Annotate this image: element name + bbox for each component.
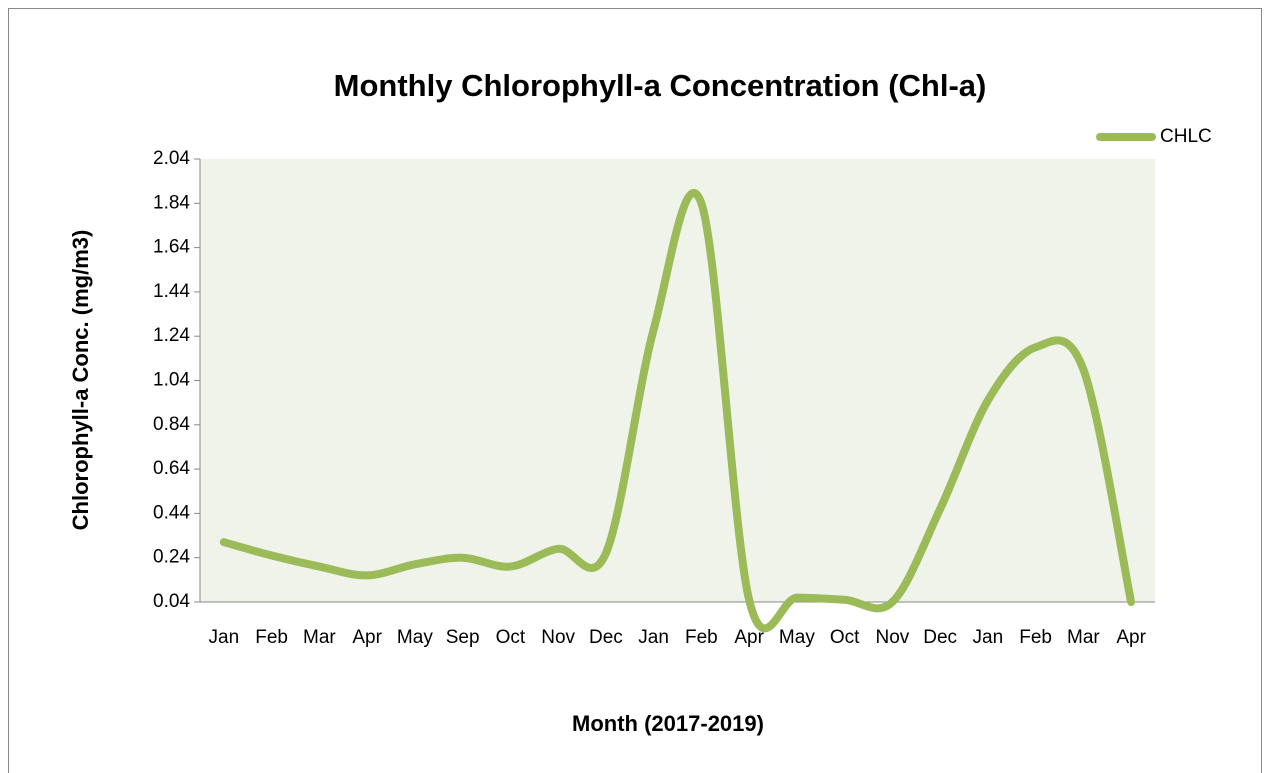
x-tick-label: Apr: [734, 627, 764, 648]
x-tick-label: May: [397, 627, 433, 648]
x-tick-label: Jan: [638, 627, 669, 648]
chart-frame: [8, 8, 1262, 773]
x-tick-label: Dec: [923, 627, 957, 648]
x-tick-label: Mar: [303, 627, 336, 648]
y-tick-label: 0.44: [153, 502, 190, 523]
x-tick-label: Apr: [1116, 627, 1146, 648]
y-tick-label: 0.64: [153, 458, 190, 479]
legend-label: CHLC: [1160, 126, 1212, 147]
data-line: [219, 189, 1136, 633]
x-tick-label: Dec: [589, 627, 623, 648]
y-tick-label: 1.04: [153, 370, 190, 391]
y-axis-title: Chlorophyll-a Conc. (mg/m3): [68, 230, 93, 531]
x-tick-label: Feb: [685, 627, 718, 648]
y-tick-label: 1.44: [153, 281, 190, 302]
x-tick-label: Nov: [541, 627, 575, 648]
x-tick-label: Mar: [1067, 627, 1100, 648]
y-tick-label: 0.84: [153, 414, 190, 435]
x-tick-label: Sep: [446, 627, 480, 648]
x-tick-label: Apr: [352, 627, 382, 648]
x-tick-label: Feb: [1019, 627, 1052, 648]
x-tick-label: Jan: [209, 627, 240, 648]
x-tick-label: May: [779, 627, 815, 648]
y-tick-label: 2.04: [153, 148, 190, 169]
x-tick-label: Oct: [830, 627, 860, 648]
chart-title: Monthly Chlorophyll-a Concentration (Chl…: [334, 68, 987, 103]
x-tick-label: Nov: [875, 627, 909, 648]
y-tick-label: 0.24: [153, 547, 190, 568]
y-tick-label: 1.64: [153, 237, 190, 258]
x-axis-title: Month (2017-2019): [572, 711, 764, 736]
y-tick-label: 1.84: [153, 192, 190, 213]
y-tick-label: 1.24: [153, 325, 190, 346]
y-tick-label: 0.04: [153, 591, 190, 612]
x-tick-label: Feb: [255, 627, 288, 648]
x-tick-label: Oct: [496, 627, 526, 648]
x-tick-label: Jan: [973, 627, 1004, 648]
